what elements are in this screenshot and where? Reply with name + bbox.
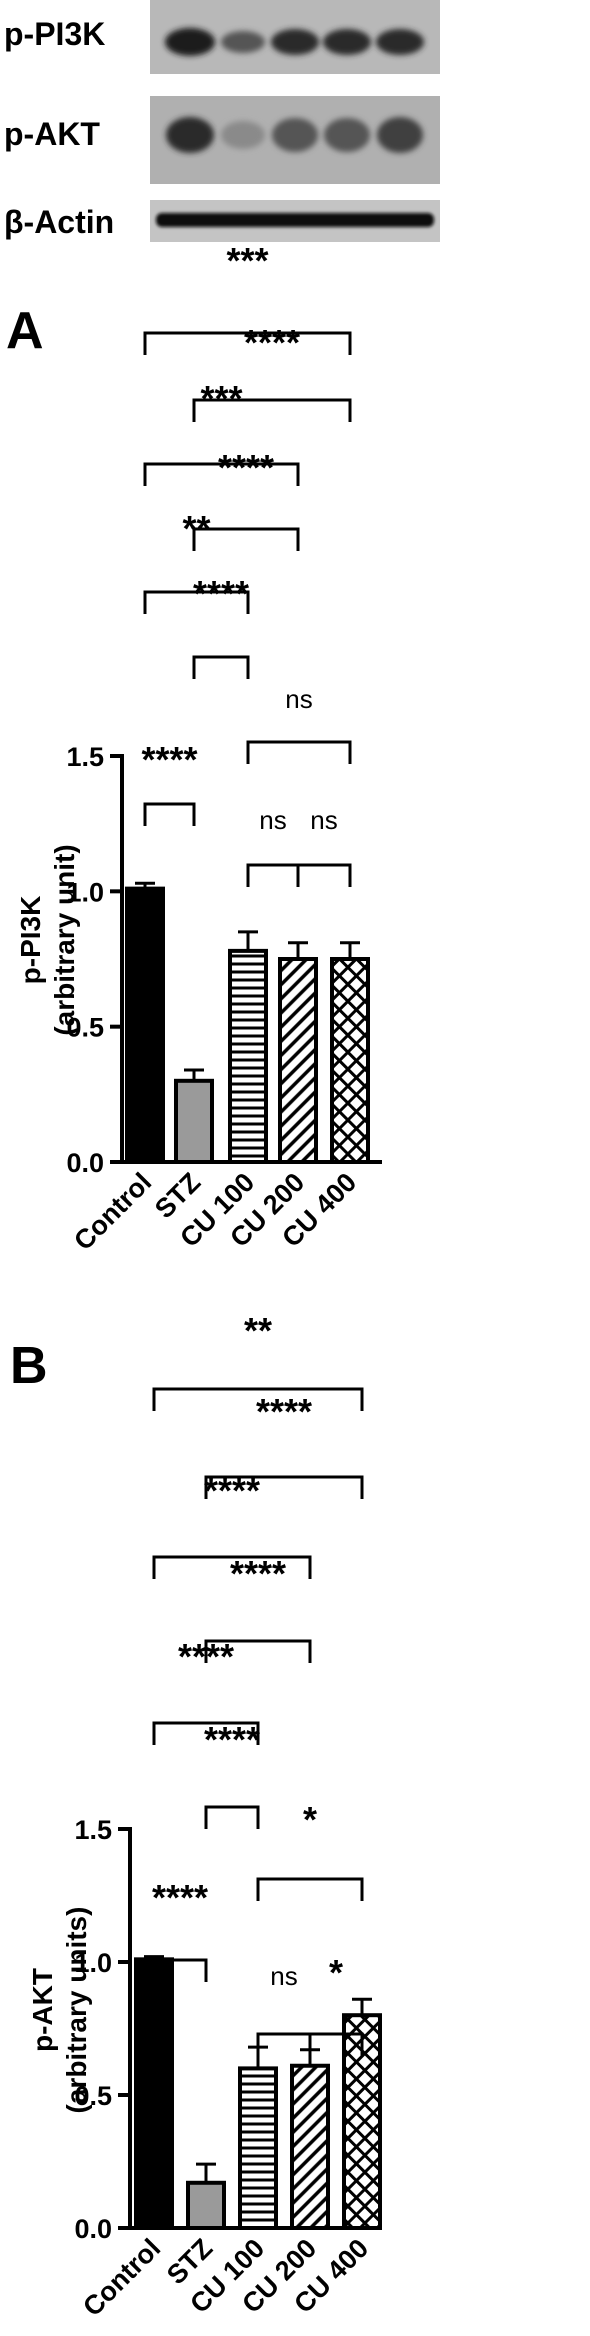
blot-label-beta-actin: β-Actin [4,204,114,240]
blot-band [324,118,370,152]
y-tick-label: 0.0 [66,1148,104,1178]
y-tick-label: 1.0 [66,877,104,907]
y-axis-title: p-AKT [27,1968,58,2052]
bar [290,2063,330,2230]
significance-bracket [204,1805,260,1829]
significance-bracket [152,1721,260,1745]
bar [186,2180,226,2231]
significance-label: **** [204,1719,260,1760]
significance-label: **** [218,447,274,488]
significance-bracket [152,1555,312,1579]
significance-label: ns [270,1961,297,1991]
significance-label: * [303,1799,317,1840]
significance-bracket [204,1475,364,1499]
significance-bracket [143,331,352,355]
significance-bracket [152,1387,364,1411]
significance-label: **** [256,1391,312,1432]
significance-label: *** [200,378,242,419]
significance-label: **** [152,1877,208,1918]
blot-band [323,29,371,55]
x-tick-label: Control [68,1167,157,1256]
significance-label: ** [182,508,210,549]
significance-label: * [329,1952,343,1993]
y-tick-label: 0.0 [74,2214,112,2244]
bar [134,1957,174,2230]
significance-label: **** [204,1470,260,1511]
significance-bracket [143,462,300,486]
significance-bracket [192,655,250,679]
significance-bracket [143,802,196,826]
panel-label-b: B [10,1337,48,1395]
significance-bracket [143,590,250,614]
blot-band [221,121,265,149]
significance-bracket [246,863,300,887]
western-blot: p-PI3K p-AKT β-Actin [4,0,440,242]
significance-label: ns [310,805,337,835]
y-axis-subtitle: (arbitrary unit) [49,844,80,1035]
chart-panel-a: A 0.0 0.5 1.0 1.5 p-PI3K (arbitrary unit) Cont… [6,240,382,1256]
blot-band [376,29,424,55]
bar [238,2066,278,2230]
blot-band [156,213,434,227]
bar [228,948,268,1164]
blot-band [221,31,265,53]
y-tick-label: 0.5 [66,1013,104,1043]
chart-panel-b: B 0.0 0.5 1.0 1.5 p-AKT (arbitrary units) Cont… [10,1310,382,2322]
blot-band [165,28,215,56]
significance-label: ** [244,1310,272,1351]
y-tick-label: 1.5 [74,1815,112,1845]
significance-bracket [308,2032,364,2056]
significance-bracket [246,740,352,764]
blot-label-p-akt: p-AKT [4,116,100,152]
blot-bands-p-pi3k [165,28,424,56]
bar [342,2013,382,2230]
significance-label: ns [285,684,312,714]
y-tick-label: 1.0 [74,1948,112,1978]
significance-label: **** [141,739,197,780]
bar [174,1078,214,1165]
significance-label: **** [230,1553,286,1594]
blot-band [166,117,214,153]
x-tick-label: Control [77,2233,166,2322]
y-tick-label: 1.5 [66,742,104,772]
significance-bracket [152,1958,208,1982]
blot-bands-p-akt [166,117,423,153]
significance-bracket [256,2032,312,2056]
significance-label: **** [244,322,300,363]
blot-bands-beta-actin [156,213,434,227]
significance-bracket [192,398,352,422]
significance-label: **** [178,1636,234,1677]
panel-label-a: A [6,302,44,360]
blot-band [272,118,318,152]
y-tick-label: 0.5 [74,2081,112,2111]
bar [278,957,318,1164]
significance-bracket [296,863,352,887]
significance-bracket [204,1639,312,1663]
blot-band [377,117,423,153]
significance-label: **** [193,573,249,614]
bar [330,957,370,1164]
y-axis-subtitle: (arbitrary units) [61,1907,92,2114]
significance-bracket [256,1877,364,1901]
significance-label: ns [259,805,286,835]
y-axis-title: p-PI3K [15,896,46,985]
bar [125,886,165,1164]
significance-bracket [192,527,300,551]
significance-label: *** [226,240,268,281]
blot-label-p-pi3k: p-PI3K [4,16,105,52]
blot-band [271,29,319,55]
